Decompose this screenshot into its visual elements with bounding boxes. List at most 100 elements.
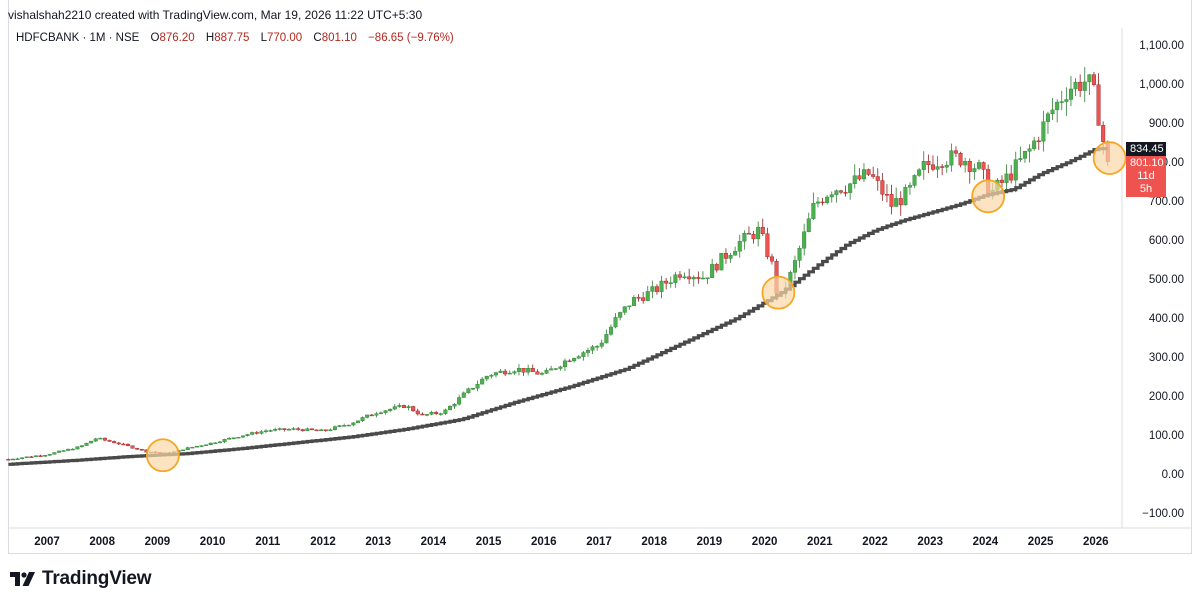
candle-body — [259, 431, 264, 434]
price-tick-label: 1,000.00 — [1139, 79, 1184, 91]
candle-body — [604, 334, 609, 344]
change-value: −86.65 (−9.76%) — [368, 32, 454, 44]
candle-body — [636, 297, 641, 299]
candle-body — [802, 231, 807, 249]
candle-body — [894, 198, 899, 207]
candle-body — [268, 430, 273, 432]
candle-body — [1096, 84, 1101, 126]
candle-body — [645, 291, 650, 301]
candle-body — [691, 277, 696, 280]
candle-body — [972, 168, 977, 172]
candle-body — [1045, 113, 1050, 122]
candle-body — [723, 253, 728, 259]
candle-body — [595, 346, 600, 348]
time-tick-label: 2022 — [862, 536, 888, 548]
chart-frame — [8, 0, 1192, 554]
tradingview-logo-icon — [10, 572, 35, 586]
candle-body — [935, 166, 940, 170]
candle-body — [871, 174, 876, 177]
candle-body — [742, 232, 747, 242]
candle-body — [480, 378, 485, 385]
high-label: H — [205, 32, 215, 44]
candle-body — [843, 192, 848, 194]
candle-body — [52, 452, 57, 455]
candle-body — [424, 414, 429, 416]
time-tick-label: 2023 — [917, 536, 943, 548]
time-tick-label: 2018 — [641, 536, 667, 548]
candle-body — [1073, 81, 1078, 90]
candle-body — [484, 376, 489, 380]
candle-body — [811, 202, 816, 219]
candle-body — [903, 187, 908, 206]
candle-body — [930, 164, 935, 170]
price-tick-label: 200.00 — [1149, 391, 1184, 403]
candle-body — [700, 277, 705, 280]
time-tick-label: 2014 — [421, 536, 447, 548]
candle-body — [549, 368, 554, 371]
candle-body — [245, 434, 250, 436]
candle-body — [576, 356, 581, 359]
symbol-name[interactable]: HDFCBANK · 1M · NSE — [16, 32, 140, 44]
candle-body — [300, 429, 305, 432]
candle-body — [1050, 109, 1055, 115]
candle-body — [572, 358, 577, 362]
candle-body — [323, 429, 328, 432]
open-label: O — [150, 32, 160, 44]
candle-body — [705, 277, 710, 279]
candle-body — [815, 201, 820, 204]
candle-body — [613, 317, 618, 328]
candle-body — [24, 456, 29, 458]
candle-body — [461, 392, 466, 398]
candle-body — [917, 169, 922, 176]
candle-body — [406, 406, 411, 408]
candle-body — [1013, 159, 1018, 181]
candle-body — [309, 428, 314, 431]
candle-body — [286, 429, 291, 431]
candle-body — [346, 424, 351, 427]
candles-layer — [6, 66, 1110, 461]
candle-body — [447, 406, 452, 411]
candle-body — [351, 422, 356, 426]
time-axis[interactable]: 2007 2008 2009 2010 2011 2012 2013 2014 2015 2016… — [34, 536, 1108, 548]
price-axis[interactable]: 1,100.001,000.00900.00800.00700.00600.00… — [1139, 40, 1184, 520]
candle-body — [273, 429, 278, 431]
candle-body — [314, 429, 319, 432]
candle-body — [43, 455, 48, 457]
candle-body — [130, 445, 135, 449]
candle-body — [654, 286, 659, 292]
tradingview-logo[interactable]: TradingView — [10, 568, 152, 590]
candle-body — [884, 194, 889, 196]
candle-body — [562, 360, 567, 368]
time-tick-label: 2026 — [1083, 536, 1109, 548]
price-tick-label: 1,100.00 — [1139, 40, 1184, 52]
candle-body — [769, 256, 774, 262]
candle-body — [466, 388, 471, 394]
last-price-badge: 801.10 — [1126, 156, 1166, 171]
candle-body — [438, 413, 443, 415]
candle-body — [1059, 101, 1064, 103]
candle-body — [544, 369, 549, 374]
candle-body — [319, 429, 324, 432]
candle-body — [38, 455, 43, 457]
candle-body — [1009, 173, 1014, 181]
candle-body — [332, 426, 337, 430]
candle-body — [581, 352, 586, 357]
candle-body — [848, 183, 853, 193]
candle-body — [365, 414, 370, 418]
candle-body — [622, 306, 627, 313]
candle-body — [208, 442, 213, 445]
ma-value-badge: 834.45 — [1126, 142, 1166, 157]
candle-body — [489, 374, 494, 377]
highlight-circle — [1092, 141, 1127, 176]
candle-body — [521, 368, 526, 373]
candle-body — [250, 432, 255, 435]
candle-body — [1004, 173, 1009, 183]
candle-body — [999, 179, 1004, 183]
candle-body — [907, 185, 912, 188]
candle-body — [898, 198, 903, 206]
price-tick-label: −100.00 — [1142, 508, 1184, 520]
candle-body — [1101, 125, 1106, 142]
symbol-legend: HDFCBANK · 1M · NSE O876.20 H887.75 L770… — [16, 32, 454, 44]
candle-body — [659, 280, 664, 292]
